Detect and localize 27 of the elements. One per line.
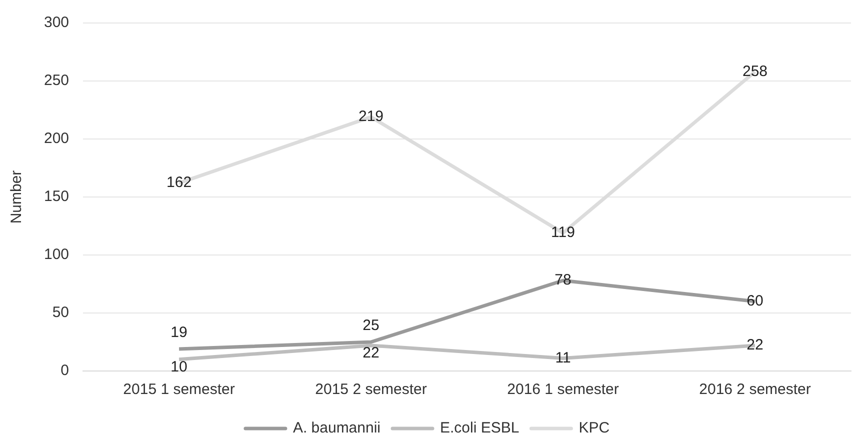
data-label: 119: [551, 224, 575, 242]
data-label: 10: [170, 358, 188, 376]
legend-label: E.coli ESBL: [440, 420, 520, 437]
data-label: 11: [555, 349, 571, 366]
legend-label: A. baumannii: [292, 420, 381, 437]
data-label: 78: [554, 272, 572, 289]
data-label: 219: [358, 108, 384, 126]
x-tick-label: 2015 2 semester: [315, 381, 427, 398]
y-tick-label: 50: [52, 304, 70, 322]
data-label: 25: [362, 317, 380, 334]
data-label: 60: [746, 292, 764, 310]
y-tick-label: 200: [44, 130, 70, 148]
data-label: 258: [742, 62, 768, 80]
x-tick-label: 2016 2 semester: [699, 381, 811, 398]
y-axis-title: Number: [8, 170, 26, 224]
data-label: 22: [362, 344, 380, 362]
y-tick-label: 150: [44, 188, 70, 206]
y-tick-label: 300: [44, 14, 70, 32]
data-label: 162: [166, 174, 192, 192]
legend-label: KPC: [578, 420, 610, 437]
data-label: 22: [746, 336, 764, 354]
y-tick-label: 100: [44, 246, 70, 264]
y-tick-label: 0: [60, 362, 70, 380]
y-tick-label: 250: [44, 72, 70, 90]
data-label: 19: [170, 324, 188, 342]
x-tick-label: 2016 1 semester: [507, 381, 619, 398]
x-tick-label: 2015 1 semester: [123, 381, 235, 398]
